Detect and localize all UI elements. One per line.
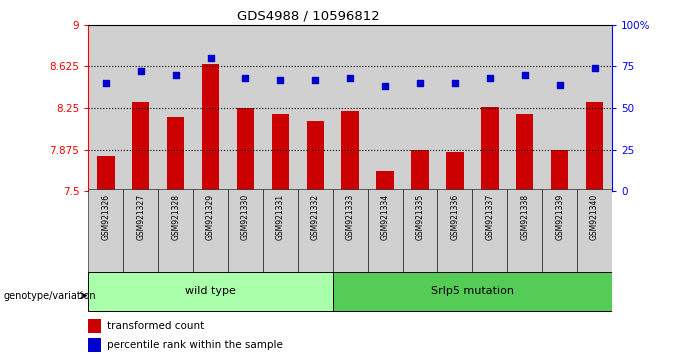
FancyBboxPatch shape	[123, 189, 158, 276]
Bar	[202, 64, 219, 191]
Bar	[158, 25, 193, 191]
FancyBboxPatch shape	[577, 189, 612, 276]
Bar	[551, 150, 568, 191]
Bar	[446, 152, 464, 191]
Bar	[298, 25, 333, 191]
Point	[484, 75, 495, 81]
Point	[379, 84, 390, 89]
Text: Srlp5 mutation: Srlp5 mutation	[431, 286, 514, 296]
Title: GDS4988 / 10596812: GDS4988 / 10596812	[237, 9, 379, 22]
FancyBboxPatch shape	[333, 272, 612, 311]
Text: GSM921338: GSM921338	[520, 194, 529, 240]
Bar	[237, 108, 254, 191]
Bar	[193, 25, 228, 191]
Bar	[368, 25, 403, 191]
Bar	[481, 107, 498, 191]
Text: GSM921337: GSM921337	[486, 194, 494, 240]
Bar	[272, 114, 289, 191]
Point	[275, 77, 286, 82]
FancyBboxPatch shape	[88, 272, 333, 311]
Point	[310, 77, 321, 82]
Text: GSM921330: GSM921330	[241, 194, 250, 240]
Text: GSM921328: GSM921328	[171, 194, 180, 240]
Text: genotype/variation: genotype/variation	[3, 291, 96, 301]
Text: GSM921332: GSM921332	[311, 194, 320, 240]
Bar	[577, 25, 612, 191]
FancyBboxPatch shape	[368, 189, 403, 276]
Text: GSM921339: GSM921339	[555, 194, 564, 240]
Bar	[341, 111, 359, 191]
FancyBboxPatch shape	[437, 189, 473, 276]
Point	[240, 75, 251, 81]
Point	[554, 82, 565, 87]
Text: GSM921329: GSM921329	[206, 194, 215, 240]
Text: percentile rank within the sample: percentile rank within the sample	[107, 341, 283, 350]
Bar	[123, 25, 158, 191]
FancyBboxPatch shape	[228, 189, 263, 276]
Text: GSM921335: GSM921335	[415, 194, 424, 240]
Text: transformed count: transformed count	[107, 321, 204, 331]
FancyBboxPatch shape	[507, 189, 542, 276]
Bar	[403, 25, 437, 191]
Bar	[228, 25, 263, 191]
Text: GSM921331: GSM921331	[276, 194, 285, 240]
FancyBboxPatch shape	[263, 189, 298, 276]
Bar	[516, 114, 534, 191]
FancyBboxPatch shape	[333, 189, 368, 276]
Point	[449, 80, 460, 86]
Bar	[333, 25, 368, 191]
Bar	[132, 102, 150, 191]
Bar	[88, 338, 101, 352]
Bar	[167, 117, 184, 191]
Bar	[263, 25, 298, 191]
Bar	[473, 25, 507, 191]
FancyBboxPatch shape	[88, 189, 123, 276]
FancyBboxPatch shape	[473, 189, 507, 276]
Text: wild type: wild type	[185, 286, 236, 296]
Bar	[88, 25, 123, 191]
Point	[415, 80, 426, 86]
Bar	[411, 150, 428, 191]
Text: GSM921333: GSM921333	[345, 194, 355, 240]
Point	[170, 72, 181, 78]
Point	[101, 80, 112, 86]
FancyBboxPatch shape	[298, 189, 333, 276]
Text: GSM921327: GSM921327	[136, 194, 146, 240]
Point	[345, 75, 356, 81]
Point	[589, 65, 600, 71]
Text: GSM921336: GSM921336	[450, 194, 460, 240]
Bar	[542, 25, 577, 191]
Point	[135, 69, 146, 74]
Text: GSM921326: GSM921326	[101, 194, 110, 240]
Bar	[377, 171, 394, 191]
Point	[205, 55, 216, 61]
FancyBboxPatch shape	[403, 189, 437, 276]
Point	[520, 72, 530, 78]
FancyBboxPatch shape	[193, 189, 228, 276]
Bar	[437, 25, 473, 191]
Text: GSM921334: GSM921334	[381, 194, 390, 240]
FancyBboxPatch shape	[158, 189, 193, 276]
Bar	[307, 121, 324, 191]
Bar	[97, 156, 114, 191]
Text: GSM921340: GSM921340	[590, 194, 599, 240]
Bar	[88, 319, 101, 333]
FancyBboxPatch shape	[542, 189, 577, 276]
Bar	[507, 25, 542, 191]
Bar	[585, 102, 603, 191]
